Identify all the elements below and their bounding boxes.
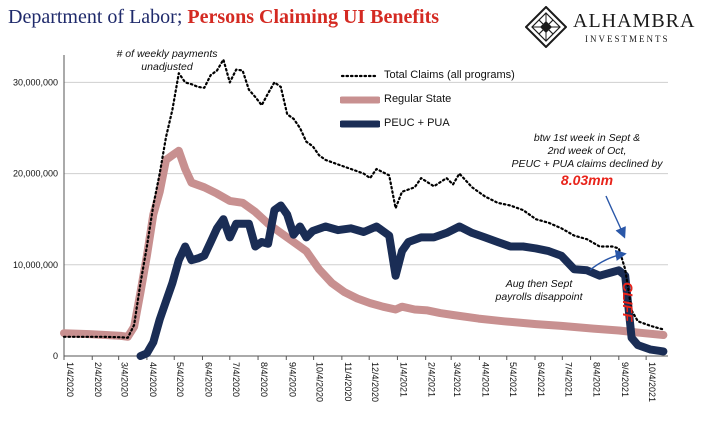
annotation-line: payrolls disappoint <box>495 291 583 303</box>
y-tick-label: 20,000,000 <box>13 169 58 179</box>
x-tick-label: 7/4/2020 <box>231 362 241 397</box>
x-tick-label: 8/4/2020 <box>259 362 269 397</box>
x-tick-label: 6/4/2020 <box>203 362 213 397</box>
chart-title: Department of Labor; Persons Claiming UI… <box>8 6 439 29</box>
x-tick-label: 5/4/2021 <box>508 362 518 397</box>
title-accent: Persons Claiming UI Benefits <box>187 6 440 28</box>
x-tick-label: 12/4/2020 <box>370 362 380 402</box>
x-tick-label: 9/4/2020 <box>287 362 297 397</box>
x-tick-label: 4/4/2021 <box>480 362 490 397</box>
annotation-line: btw 1st week in Sept & <box>533 132 641 144</box>
title-separator: ; <box>176 6 188 28</box>
series-lines <box>60 58 668 360</box>
x-tick-label: 7/4/2021 <box>563 362 573 397</box>
annotation-decline-value: 8.03mm <box>560 172 614 188</box>
x-tick-label: 5/4/2020 <box>175 362 185 397</box>
annotation-payrolls: Aug then Sept payrolls disappoint <box>484 278 594 304</box>
legend-label: Total Claims (all programs) <box>384 69 515 81</box>
x-tick-label: 3/4/2021 <box>452 362 462 397</box>
annotation-arrows <box>589 195 627 271</box>
arrow-payrolls <box>589 249 627 271</box>
x-tick-label: 9/4/2021 <box>620 362 630 397</box>
y-tick-label: 30,000,000 <box>13 77 58 87</box>
x-tick-label: 2/4/2021 <box>427 362 437 397</box>
series-line-1 <box>60 146 668 341</box>
x-tick-label: 4/4/2020 <box>148 362 158 397</box>
legend-label: Regular State <box>384 93 452 105</box>
y-tick-label: 0 <box>53 351 58 361</box>
x-tick-label: 11/4/2020 <box>343 362 353 401</box>
annotation-line: # of weekly payments <box>116 48 218 60</box>
series-line-0 <box>62 58 665 339</box>
cliff-label: CLIFF <box>620 282 636 322</box>
x-tick-label: 1/4/2020 <box>65 362 75 397</box>
logo-name: ALHAMBRA <box>573 10 696 32</box>
y-tick-label: 10,000,000 <box>13 260 58 270</box>
x-tick-label: 6/4/2021 <box>536 362 546 397</box>
x-tick-label: 10/4/2020 <box>315 362 325 402</box>
annotation-decline: btw 1st week in Sept & 2nd week of Oct, … <box>487 132 687 189</box>
axes: 0 10,000,000 20,000,000 30,000,000 1/4/2020 2… <box>13 55 668 402</box>
series-line-2 <box>136 201 668 360</box>
x-tick-label: 8/4/2021 <box>592 362 602 397</box>
x-tick-label: 10/4/2021 <box>647 362 657 402</box>
annotation-line: 2nd week of Oct, <box>547 145 627 157</box>
alhambra-logo: ALHAMBRA INVESTMENTS <box>525 6 705 52</box>
arrow-decline <box>605 195 626 239</box>
diamond-lattice-icon <box>525 6 567 48</box>
annotation-line: PEUC + PUA claims declined by <box>511 158 663 170</box>
logo-subtitle: INVESTMENTS <box>585 34 670 44</box>
legend-label: PEUC + PUA <box>384 117 450 129</box>
x-tick-label: 2/4/2020 <box>93 362 103 397</box>
annotation-unadjusted: # of weekly payments unadjusted <box>92 48 242 74</box>
legend-swatch <box>340 74 380 78</box>
x-tick-label: 3/4/2020 <box>120 362 130 397</box>
annotation-line: unadjusted <box>141 61 193 73</box>
annotation-line: Aug then Sept <box>505 278 573 290</box>
legend-swatch <box>340 120 380 128</box>
title-main: Department of Labor <box>8 6 177 28</box>
x-tick-label: 1/4/2021 <box>398 362 408 397</box>
legend-swatch <box>340 96 380 104</box>
